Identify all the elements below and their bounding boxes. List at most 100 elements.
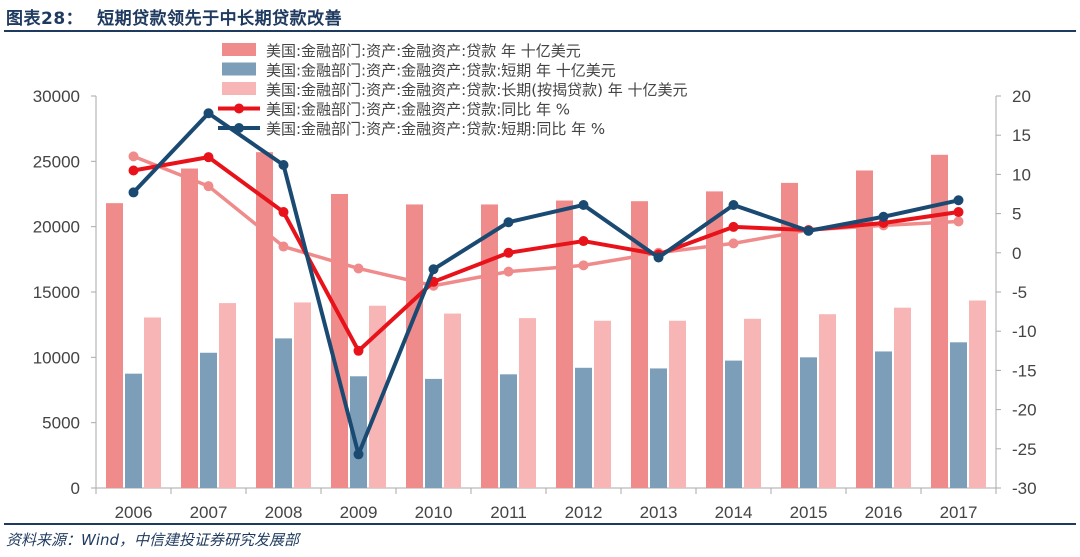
x-tick-label: 2012 bbox=[565, 503, 603, 522]
bar-long bbox=[519, 318, 536, 488]
short_yoy-point bbox=[728, 199, 739, 210]
figure-header: 图表28： 短期贷款领先于中长期贷款改善 bbox=[6, 4, 1076, 30]
figure-title: 图表28： 短期贷款领先于中长期贷款改善 bbox=[6, 9, 342, 29]
short_yoy-point bbox=[203, 108, 214, 119]
legend-label: 美国:金融部门:资产:金融资产:贷款:短期 年 十亿美元 bbox=[266, 62, 616, 80]
bar-long bbox=[894, 307, 911, 488]
bar-long bbox=[744, 318, 761, 488]
long-yoy-point bbox=[578, 260, 589, 271]
bar-long bbox=[294, 302, 311, 488]
bar-short bbox=[500, 374, 517, 488]
short_yoy-point bbox=[878, 211, 889, 222]
bar-short bbox=[950, 342, 967, 488]
x-tick-label: 2011 bbox=[490, 503, 527, 522]
short_yoy-point bbox=[428, 264, 439, 275]
figure-title-text: 短期贷款领先于中长期贷款改善 bbox=[97, 9, 343, 29]
bar-total bbox=[931, 154, 948, 489]
x-tick-label: 2006 bbox=[115, 503, 153, 522]
x-tick-label: 2017 bbox=[940, 503, 978, 522]
long-yoy-point bbox=[278, 241, 289, 252]
bar-short bbox=[650, 368, 667, 488]
bar-total bbox=[706, 191, 723, 489]
legend-label: 美国:金融部门:资产:金融资产:贷款:长期(按揭贷款) 年 十亿美元 bbox=[266, 81, 688, 99]
total_yoy-point bbox=[728, 221, 739, 232]
left-tick-label: 5000 bbox=[42, 414, 80, 433]
long-yoy-point bbox=[203, 181, 214, 192]
left-tick-label: 15000 bbox=[33, 283, 80, 302]
bar-total bbox=[481, 204, 498, 488]
right-tick-label: -15 bbox=[1012, 361, 1037, 380]
x-tick-label: 2010 bbox=[415, 503, 453, 522]
short_yoy-point bbox=[503, 217, 514, 228]
short_yoy-point bbox=[953, 195, 964, 206]
long-yoy-point bbox=[953, 216, 964, 227]
bar-long bbox=[819, 314, 836, 488]
right-tick-label: 15 bbox=[1012, 126, 1031, 145]
bottom-rule bbox=[4, 523, 1076, 525]
right-tick-label: 20 bbox=[1012, 87, 1031, 106]
long-yoy-point bbox=[353, 263, 364, 274]
right-tick-label: 0 bbox=[1012, 244, 1021, 263]
legend-marker-total_yoy bbox=[234, 103, 244, 114]
total_yoy-point bbox=[203, 152, 214, 163]
x-tick-label: 2015 bbox=[790, 503, 828, 522]
right-tick-label: -30 bbox=[1012, 479, 1037, 498]
legend-swatch-long bbox=[222, 82, 256, 95]
legend-label: 美国:金融部门:资产:金融资产:贷款 年 十亿美元 bbox=[266, 42, 581, 60]
left-tick-label: 10000 bbox=[33, 348, 80, 367]
short_yoy-line bbox=[132, 111, 959, 457]
total_yoy-point bbox=[578, 236, 589, 247]
right-tick-label: -20 bbox=[1012, 401, 1037, 420]
x-tick-label: 2009 bbox=[340, 503, 378, 522]
bar-short bbox=[800, 357, 817, 488]
bar-short bbox=[275, 338, 292, 488]
right-tick-label: -5 bbox=[1012, 283, 1027, 302]
legend-label: 美国:金融部门:资产:金融资产:贷款:短期:同比 年 % bbox=[266, 120, 605, 138]
legend-swatch-short bbox=[222, 62, 256, 76]
short_yoy-point bbox=[578, 199, 589, 210]
bar-total bbox=[631, 201, 648, 489]
bar-long bbox=[369, 305, 386, 488]
bar-long bbox=[444, 313, 461, 488]
total_yoy-point bbox=[503, 247, 514, 258]
bar-total bbox=[556, 200, 573, 489]
figure-number: 图表28： bbox=[6, 9, 84, 29]
right-tick-label: 5 bbox=[1012, 205, 1021, 224]
short_yoy-point bbox=[278, 159, 289, 170]
bar-short bbox=[200, 352, 217, 488]
bar-total bbox=[331, 194, 348, 488]
short_yoy-point bbox=[803, 225, 814, 236]
source-note: 资料来源：Wind，中信建投证券研究发展部 bbox=[6, 531, 300, 549]
bar-total bbox=[781, 182, 798, 489]
left-tick-label: 25000 bbox=[33, 152, 80, 171]
short_yoy-point bbox=[353, 449, 364, 460]
long-yoy-point bbox=[728, 238, 739, 249]
total_yoy-point bbox=[128, 165, 139, 176]
bar-long bbox=[969, 300, 986, 488]
top-rule bbox=[4, 30, 1076, 32]
legend-swatch-total bbox=[222, 43, 256, 56]
x-tick-label: 2008 bbox=[265, 503, 303, 522]
right-tick-label: -10 bbox=[1012, 322, 1037, 341]
bar-long bbox=[219, 303, 236, 488]
bar-long bbox=[594, 320, 611, 488]
bar-short bbox=[575, 367, 592, 488]
right-tick-label: -25 bbox=[1012, 440, 1037, 459]
bar-short bbox=[425, 378, 442, 488]
bar-long bbox=[669, 320, 686, 488]
bar-total bbox=[181, 168, 198, 488]
legend-label: 美国:金融部门:资产:金融资产:贷款:同比 年 % bbox=[266, 101, 570, 119]
long-yoy-point bbox=[128, 151, 139, 162]
short_yoy-point bbox=[128, 187, 139, 198]
bar-short bbox=[725, 360, 742, 488]
x-tick-label: 2016 bbox=[865, 503, 903, 522]
short_yoy-point bbox=[653, 252, 664, 263]
left-tick-label: 20000 bbox=[33, 218, 80, 237]
left-tick-label: 30000 bbox=[33, 87, 80, 106]
x-tick-label: 2013 bbox=[640, 503, 678, 522]
total_yoy-point bbox=[353, 345, 364, 356]
bar-total bbox=[106, 203, 123, 488]
bar-short bbox=[875, 351, 892, 488]
legend-marker-short_yoy bbox=[234, 123, 244, 133]
